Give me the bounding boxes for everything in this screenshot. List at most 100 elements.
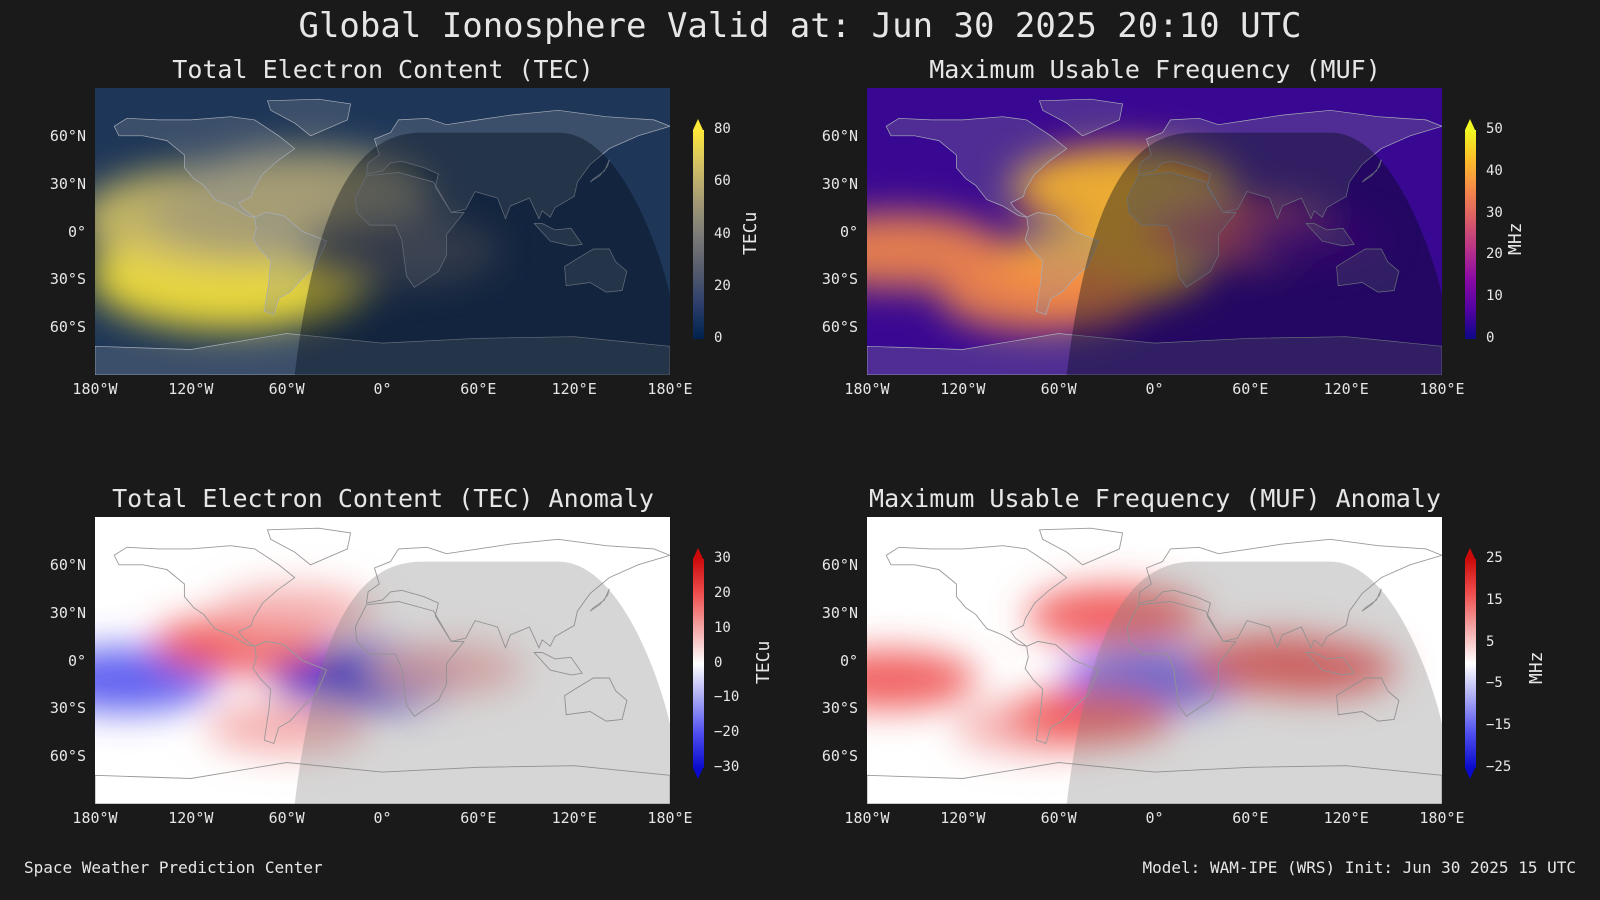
colorbar-tick-label: 60 [714,173,731,190]
coastline [1126,172,1237,288]
lon-tick-label: 60°W [1040,809,1077,827]
coastline [1305,652,1355,676]
coastline [533,223,583,247]
lon-tick-label: 180°E [1419,809,1465,827]
lon-tick-label: 180°W [844,809,890,827]
panel-title: Total Electron Content (TEC) [172,55,594,84]
coastline [564,677,628,722]
colorbar-tick-label: −20 [714,724,740,741]
colorbar-extend-arrow [693,548,703,559]
coastline [1361,159,1382,183]
lon-tick-label: 180°W [72,380,118,398]
coastline [1361,588,1382,612]
coastline [1138,109,1442,220]
data-feature-4 [213,585,376,640]
lat-tick-label: 0° [67,651,86,670]
panel-title: Maximum Usable Frequency (MUF) [929,55,1381,84]
coastline [589,159,610,183]
lat-tick-label: 0° [839,222,858,241]
colorbar-tick-label: 20 [1486,246,1503,263]
lon-tick-label: 120°E [551,809,597,827]
map-svg [867,527,1442,804]
coastline [365,538,670,649]
map-plot [95,88,670,375]
colorbar-tick-label: 5 [1486,633,1495,650]
colorbar-tick-label: 40 [1486,162,1503,179]
data-feature-6 [1239,215,1389,264]
map-plot [95,517,670,804]
colorbar-tick-label: −10 [714,689,740,706]
coastline [354,601,465,717]
lat-tick-label: 30°S [49,270,86,289]
lat-tick-label: 30°S [821,270,858,289]
lon-tick-label: 120°W [940,809,986,827]
colorbar-extend-arrow [1465,119,1475,130]
coastline [95,333,670,375]
colorbar-tick-label: 30 [1486,204,1503,221]
lat-tick-label: 60°S [821,747,858,766]
colorbar [1465,559,1476,768]
lon-tick-label: 120°E [1323,380,1369,398]
colorbar-tick-label: 30 [714,550,731,566]
footer-left: Space Weather Prediction Center [24,858,323,877]
coastline [95,762,670,804]
lon-tick-label: 180°W [844,380,890,398]
lon-tick-label: 0° [373,809,392,827]
lon-tick-label: 0° [373,380,392,398]
coastline [867,762,1442,804]
colorbar-tick-label: −15 [1486,717,1512,734]
night-terminator [294,561,670,804]
coastline [589,588,610,612]
lat-tick-label: 30°N [49,603,86,622]
lat-tick-label: 60°S [49,747,86,766]
coastline [252,640,328,744]
coastline [354,172,465,288]
colorbar-tick-label: 40 [714,225,731,242]
coastline [867,333,1442,375]
lat-tick-label: 30°N [49,174,86,193]
lat-tick-label: 30°N [821,174,858,193]
lat-tick-label: 60°N [821,555,858,574]
lon-tick-label: 180°E [1419,380,1465,398]
colorbar-tick-label: 0 [714,654,723,671]
coastline [266,527,352,566]
lat-tick-label: 60°N [821,126,858,145]
lon-tick-label: 180°W [72,809,118,827]
coastline [885,545,1068,647]
colorbar-tick-label: 25 [1486,550,1503,566]
lat-tick-label: 30°N [821,603,858,622]
lon-tick-label: 120°E [1323,809,1369,827]
lon-tick-label: 0° [1145,809,1164,827]
coastline [1024,640,1100,744]
chart-panel-1: Total Electron Content (TEC) 60°N 30°N 0° 30… [0,55,820,425]
lat-tick-label: 60°S [821,318,858,337]
lon-tick-label: 120°E [551,380,597,398]
coastline [1126,601,1237,717]
coastline [1336,677,1400,722]
data-feature-5 [1230,640,1398,697]
coastline [1039,98,1124,137]
lon-tick-label: 120°W [168,380,214,398]
coastline [885,116,1068,218]
colorbar-tick-label: −25 [1486,759,1512,775]
chart-panel-3: Total Electron Content (TEC) Anomaly 60°N… [0,484,820,854]
coastline [1305,223,1355,247]
colorbar-extend-arrow [693,768,703,779]
colorbar-tick-label: −5 [1486,675,1503,692]
map-plot [867,517,1442,804]
colorbar-tick-label: 10 [1486,288,1503,305]
colorbar [1465,130,1476,339]
lon-tick-label: 60°E [460,380,497,398]
lon-tick-label: 60°W [268,809,305,827]
panel-title: Maximum Usable Frequency (MUF) Anomaly [869,484,1441,513]
colorbar [693,130,704,339]
lat-tick-label: 60°N [49,555,86,574]
map-plot [867,88,1442,375]
chart-panel-2: Maximum Usable Frequency (MUF) 60°N 30°N 0°… [772,55,1592,425]
night-terminator [1066,561,1442,804]
lon-tick-label: 120°W [168,809,214,827]
lon-tick-label: 0° [1145,380,1164,398]
data-feature-4 [938,258,1147,333]
data-feature-7 [1008,688,1174,744]
colorbar-tick-label: 50 [1486,121,1503,137]
